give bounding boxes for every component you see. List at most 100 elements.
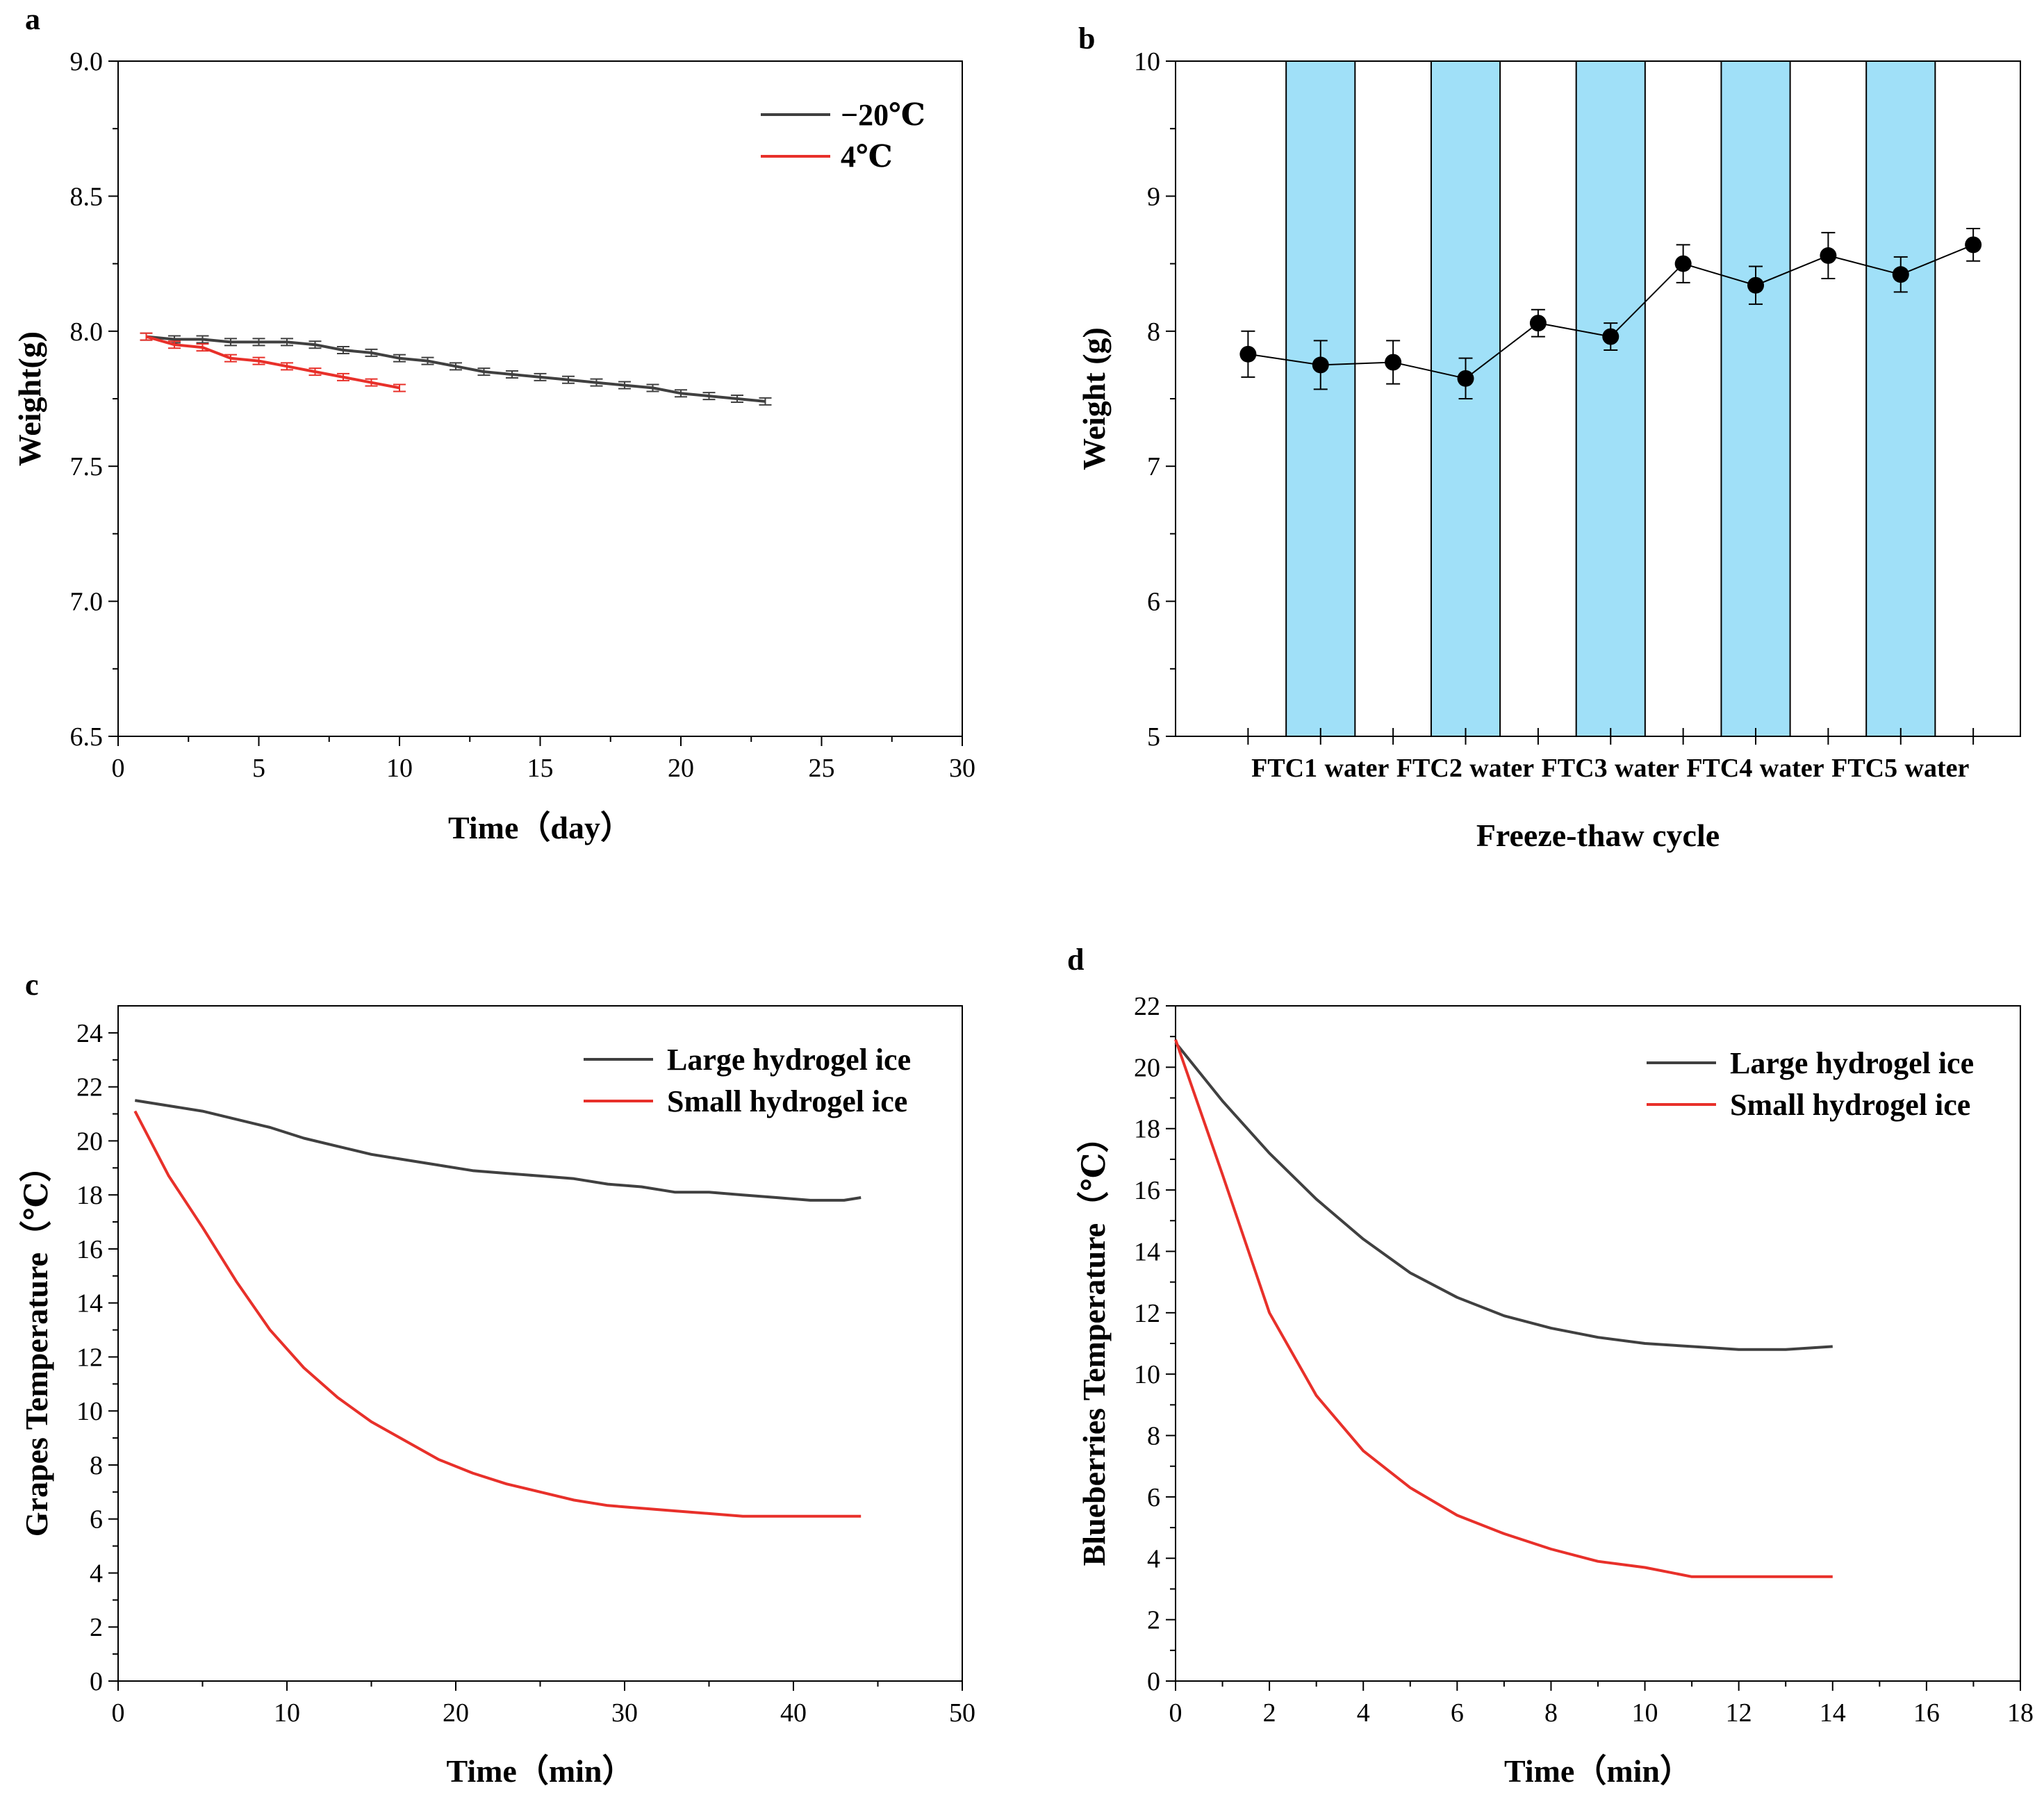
y-tick-label: 18 (1134, 1115, 1160, 1144)
y-tick-label: 5 (1147, 722, 1160, 752)
data-point (1529, 315, 1547, 332)
legend-label-2: 4℃ (841, 140, 893, 174)
x-tick-label: 12 (1726, 1698, 1752, 1728)
y-axis-title: Grapes Temperature（℃） (19, 1150, 54, 1537)
data-point (1892, 266, 1909, 283)
x-axis-title: Time（min） (1504, 1753, 1692, 1789)
y-tick-label: 18 (76, 1181, 103, 1210)
y-tick-label: 6 (90, 1505, 103, 1534)
y-tick-label: 7.0 (70, 588, 104, 617)
series-line-2 (133, 1110, 862, 1518)
y-tick-label: 6.5 (70, 722, 104, 752)
legend-label-1: −20℃ (841, 98, 925, 132)
y-tick-label: 2 (1147, 1606, 1160, 1635)
x-tick-label: 10 (1632, 1698, 1658, 1728)
x-tick-label: 25 (809, 754, 835, 783)
series-line-1 (134, 1099, 862, 1202)
y-tick-label: 14 (1134, 1237, 1160, 1266)
y-tick-label: 20 (76, 1127, 103, 1156)
plot-frame (117, 60, 963, 737)
x-axis-title: Time（min） (446, 1753, 634, 1789)
category-label: FTC5 (1831, 754, 1897, 783)
y-tick-label: 8 (1147, 317, 1160, 347)
legend-label-1: Large hydrogel ice (667, 1043, 911, 1077)
y-tick-label: 8.5 (70, 182, 104, 211)
x-tick-label: 18 (2007, 1698, 2034, 1728)
y-tick-label: 4 (90, 1559, 103, 1588)
panel-letter-b: b (1078, 22, 1095, 56)
x-tick-label: 10 (274, 1698, 300, 1728)
y-tick-label: 6 (1147, 1483, 1160, 1512)
y-tick-label: 10 (1134, 1360, 1160, 1389)
x-tick-label: 16 (1913, 1698, 1940, 1728)
y-tick-label: 20 (1134, 1053, 1160, 1082)
y-tick-label: 2 (90, 1613, 103, 1642)
x-tick-label: 15 (527, 754, 554, 783)
x-tick-label: 40 (780, 1698, 807, 1728)
y-tick-label: 16 (76, 1235, 103, 1264)
y-tick-label: 22 (76, 1073, 103, 1102)
x-tick-label: 14 (1820, 1698, 1846, 1728)
x-tick-label: 2 (1263, 1698, 1276, 1728)
y-axis-title: Weight(g) (12, 331, 47, 466)
water-band (1720, 60, 1791, 737)
series-line-2 (1174, 1038, 1833, 1578)
data-point (1385, 354, 1402, 371)
panel-letter-a: a (25, 2, 40, 36)
data-point (1312, 356, 1329, 374)
legend-label-2: Small hydrogel ice (1730, 1088, 1970, 1122)
chart-a-weight-time: 6.5 7.0 7.5 8.0 8.5 9.0 Weight(g) 0 5 10 15 20 25 30 T… (12, 47, 975, 845)
y-tick-label: 22 (1134, 992, 1160, 1021)
y-tick-label: 8.0 (70, 317, 104, 347)
y-tick-label: 9 (1147, 182, 1160, 211)
category-label: FTC2 (1396, 754, 1462, 783)
y-tick-label: 8 (1147, 1422, 1160, 1451)
y-tick-label: 12 (1134, 1299, 1160, 1328)
data-point (1457, 370, 1474, 387)
x-tick-label: 4 (1357, 1698, 1370, 1728)
data-point (1602, 328, 1619, 345)
y-tick-label: 10 (76, 1397, 103, 1426)
y-tick-label: 9.0 (70, 47, 104, 76)
x-tick-label: 0 (112, 1698, 125, 1728)
y-tick-label: 8 (90, 1451, 103, 1480)
water-band (1865, 60, 1936, 737)
y-tick-label: 7 (1147, 452, 1160, 481)
category-label: FTC4 (1686, 754, 1752, 783)
x-tick-label: 5 (252, 754, 265, 783)
y-tick-label: 0 (1147, 1667, 1160, 1696)
series-line-1 (1174, 1041, 1833, 1351)
data-point (1747, 276, 1765, 294)
x-tick-label: 0 (112, 754, 125, 783)
x-tick-label: 6 (1451, 1698, 1464, 1728)
data-point (1820, 247, 1837, 264)
y-axis-title: Weight (g) (1076, 327, 1112, 470)
x-tick-label: 20 (668, 754, 694, 783)
series-line-2 (145, 335, 400, 390)
data-point (1674, 255, 1692, 272)
category-label: FTC3 (1542, 754, 1608, 783)
y-tick-label: 12 (76, 1343, 103, 1372)
category-label: water (1325, 754, 1390, 783)
category-label: water (1615, 754, 1679, 783)
x-tick-label: 10 (386, 754, 413, 783)
category-label: water (1760, 754, 1824, 783)
panel-letter-c: c (25, 968, 39, 1002)
water-band (1285, 60, 1356, 737)
legend-label-1: Large hydrogel ice (1730, 1046, 1974, 1080)
y-tick-label: 16 (1134, 1176, 1160, 1205)
y-tick-label: 14 (76, 1289, 103, 1318)
plot-frame (1175, 60, 2021, 737)
y-tick-label: 0 (90, 1667, 103, 1696)
water-band (1575, 60, 1646, 737)
legend-label-2: Small hydrogel ice (667, 1084, 907, 1118)
data-point (1239, 345, 1257, 363)
y-tick-label: 7.5 (70, 452, 104, 481)
x-tick-label: 50 (949, 1698, 975, 1728)
y-tick-label: 4 (1147, 1544, 1160, 1573)
category-label: water (1469, 754, 1534, 783)
